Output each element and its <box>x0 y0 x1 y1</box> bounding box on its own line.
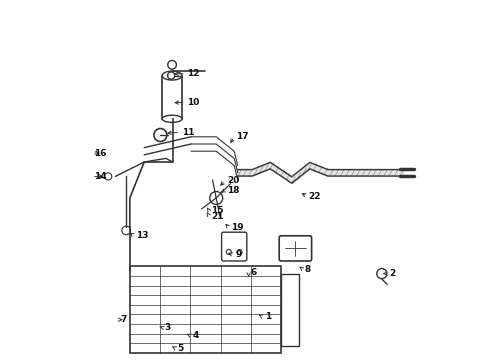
Text: 7: 7 <box>120 315 126 324</box>
Ellipse shape <box>162 115 182 122</box>
FancyBboxPatch shape <box>279 236 312 261</box>
Text: 4: 4 <box>192 331 198 340</box>
Text: 3: 3 <box>165 323 171 332</box>
Text: 15: 15 <box>211 206 223 215</box>
Text: 1: 1 <box>265 312 271 321</box>
Bar <box>130 266 281 353</box>
Circle shape <box>168 72 175 79</box>
Text: 12: 12 <box>187 69 200 78</box>
Text: 17: 17 <box>236 132 248 141</box>
Text: 21: 21 <box>211 212 223 220</box>
Text: 20: 20 <box>227 176 240 185</box>
Text: 11: 11 <box>182 128 195 137</box>
Text: 14: 14 <box>94 172 106 181</box>
Circle shape <box>168 60 176 69</box>
Text: 9: 9 <box>235 251 242 259</box>
Bar <box>281 274 299 346</box>
Circle shape <box>104 173 112 180</box>
Text: 18: 18 <box>227 186 240 195</box>
Text: 22: 22 <box>309 192 321 201</box>
Circle shape <box>226 249 231 255</box>
Text: 10: 10 <box>187 98 200 107</box>
Circle shape <box>210 192 222 204</box>
FancyBboxPatch shape <box>221 232 247 261</box>
Circle shape <box>122 226 130 235</box>
Text: 5: 5 <box>178 344 184 353</box>
Ellipse shape <box>162 71 182 80</box>
Text: 8: 8 <box>304 265 311 274</box>
Text: 2: 2 <box>389 269 395 278</box>
Text: 19: 19 <box>231 223 243 232</box>
Circle shape <box>237 249 242 255</box>
Circle shape <box>377 269 387 279</box>
Bar <box>162 76 182 119</box>
Text: 13: 13 <box>136 231 148 240</box>
Text: 6: 6 <box>250 269 257 277</box>
Text: 16: 16 <box>94 149 106 158</box>
Circle shape <box>154 129 167 141</box>
